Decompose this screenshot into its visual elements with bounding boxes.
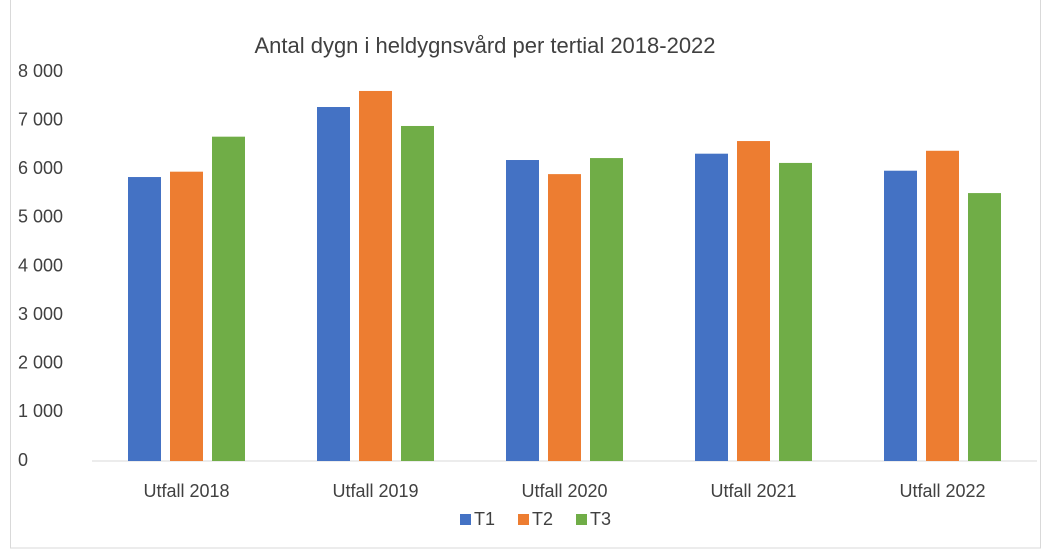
y-tick-label: 3 000 bbox=[18, 304, 63, 324]
bar bbox=[317, 107, 350, 461]
legend-swatch bbox=[460, 514, 471, 525]
y-tick-label: 5 000 bbox=[18, 207, 63, 227]
y-tick-label: 4 000 bbox=[18, 255, 63, 275]
legend-label: T1 bbox=[474, 509, 495, 529]
x-tick-label: Utfall 2018 bbox=[143, 481, 229, 501]
bar bbox=[401, 125, 434, 461]
legend-swatch bbox=[518, 514, 529, 525]
y-tick-label: 8 000 bbox=[18, 61, 63, 81]
bar bbox=[926, 150, 959, 461]
bar bbox=[695, 153, 728, 461]
y-tick-label: 6 000 bbox=[18, 158, 63, 178]
y-tick-label: 7 000 bbox=[18, 109, 63, 129]
x-tick-label: Utfall 2019 bbox=[332, 481, 418, 501]
x-tick-label: Utfall 2022 bbox=[899, 481, 985, 501]
x-tick-label: Utfall 2021 bbox=[710, 481, 796, 501]
chart-title: Antal dygn i heldygnsvård per tertial 20… bbox=[254, 33, 715, 58]
y-tick-label: 1 000 bbox=[18, 401, 63, 421]
legend-label: T2 bbox=[532, 509, 553, 529]
bar bbox=[506, 160, 539, 462]
bar bbox=[737, 141, 770, 462]
legend-swatch bbox=[576, 514, 587, 525]
y-tick-label: 0 bbox=[18, 450, 28, 470]
legend-label: T3 bbox=[590, 509, 611, 529]
x-tick-label: Utfall 2020 bbox=[521, 481, 607, 501]
bar bbox=[548, 174, 581, 462]
bar bbox=[590, 158, 623, 461]
bar bbox=[170, 171, 203, 461]
bar bbox=[968, 193, 1001, 462]
bar bbox=[212, 136, 245, 461]
bar bbox=[884, 170, 917, 462]
chart-border bbox=[10, 0, 1041, 549]
y-tick-label: 2 000 bbox=[18, 353, 63, 373]
bar bbox=[359, 90, 392, 462]
bar bbox=[128, 177, 161, 461]
bar bbox=[779, 162, 812, 461]
